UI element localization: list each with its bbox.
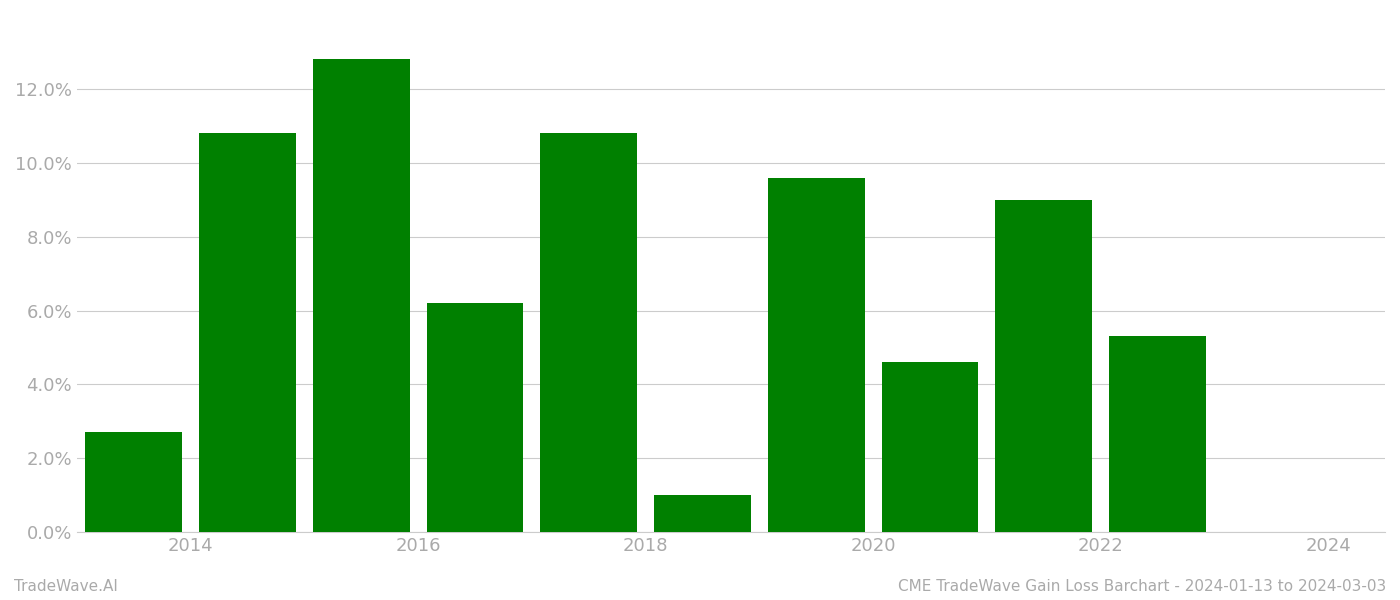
Bar <box>540 133 637 532</box>
Bar <box>1109 337 1205 532</box>
Bar <box>995 200 1092 532</box>
Bar <box>85 433 182 532</box>
Bar <box>882 362 979 532</box>
Bar <box>767 178 865 532</box>
Bar <box>199 133 295 532</box>
Bar <box>312 59 410 532</box>
Text: TradeWave.AI: TradeWave.AI <box>14 579 118 594</box>
Bar <box>654 495 750 532</box>
Bar <box>427 303 524 532</box>
Text: CME TradeWave Gain Loss Barchart - 2024-01-13 to 2024-03-03: CME TradeWave Gain Loss Barchart - 2024-… <box>897 579 1386 594</box>
